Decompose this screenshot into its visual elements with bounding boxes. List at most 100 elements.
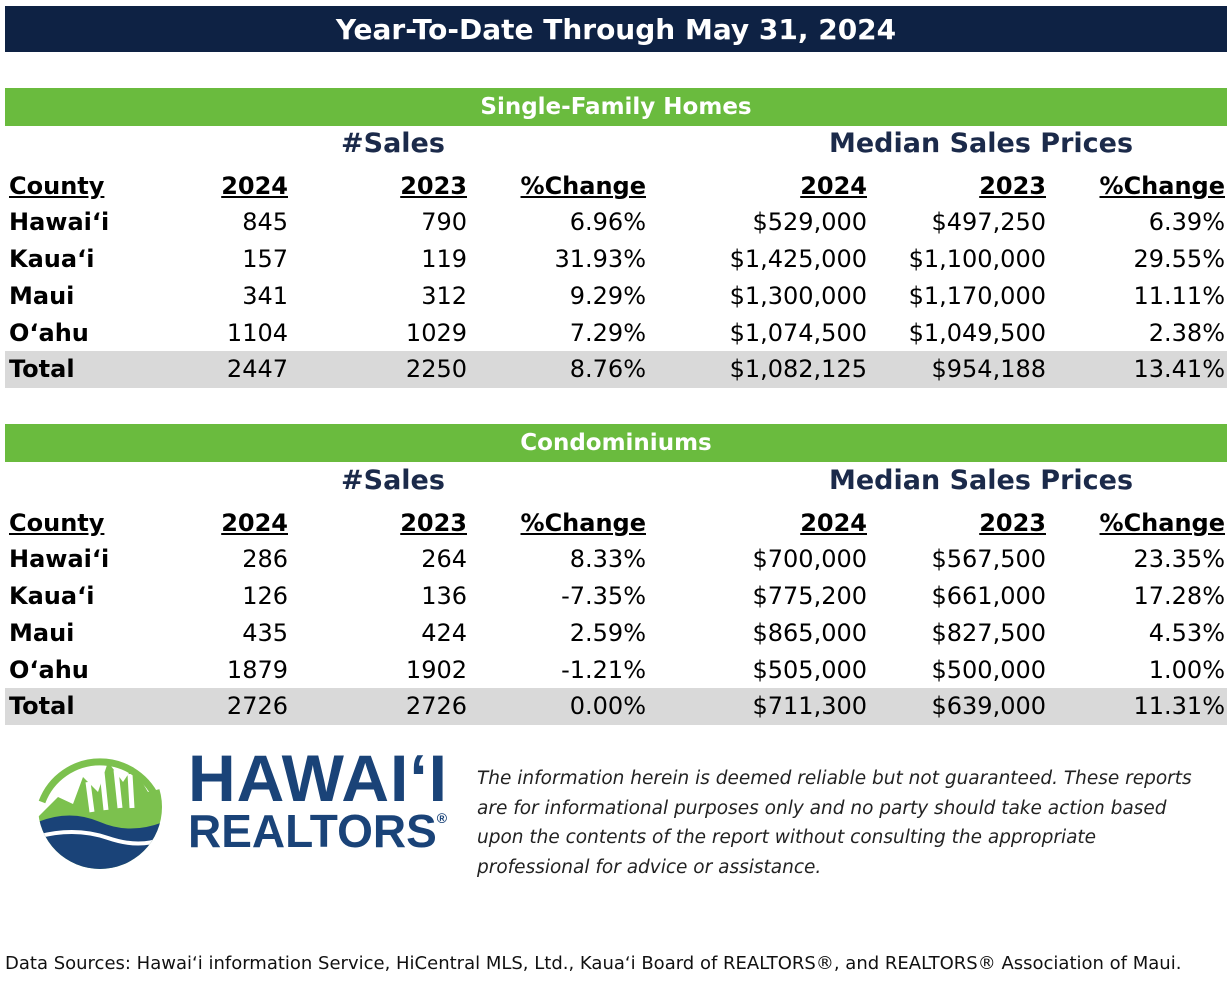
sales-2024-header: 2024	[221, 172, 288, 200]
price-2024: $505,000	[752, 656, 867, 684]
sales-2023: 1902	[405, 656, 467, 684]
sales-change: 8.76%	[569, 355, 646, 383]
sales-change: 7.29%	[569, 319, 646, 347]
price-2023-header: 2023	[979, 509, 1046, 537]
county-name: Kauaʻi	[9, 245, 95, 273]
price-2024: $529,000	[752, 208, 867, 236]
data-sources-note: Data Sources: Hawaiʻi information Servic…	[5, 953, 1182, 974]
sales-change-header: %Change	[520, 509, 646, 537]
price-change: 1.00%	[1148, 656, 1225, 684]
price-change: 11.31%	[1133, 692, 1225, 720]
table-row: Kauaʻi 157 119 31.93% $1,425,000 $1,100,…	[5, 241, 1227, 278]
price-change-header: %Change	[1099, 172, 1225, 200]
price-2023: $639,000	[931, 692, 1046, 720]
sales-2024: 2726	[226, 692, 288, 720]
sales-change: 0.00%	[569, 692, 646, 720]
price-2023: $567,500	[931, 545, 1046, 573]
price-change: 2.38%	[1148, 319, 1225, 347]
price-2023: $661,000	[931, 582, 1046, 610]
sales-2024: 286	[242, 545, 288, 573]
table-row: Kauaʻi 126 136 -7.35% $775,200 $661,000 …	[5, 578, 1227, 615]
sales-change: 6.96%	[569, 208, 646, 236]
sales-2024: 1879	[226, 656, 288, 684]
table-row: Maui 341 312 9.29% $1,300,000 $1,170,000…	[5, 278, 1227, 315]
logo-realtors-text: REALTORS®	[188, 804, 447, 858]
sales-2023: 136	[421, 582, 467, 610]
price-2024-header: 2024	[800, 509, 867, 537]
sales-2023: 424	[421, 619, 467, 647]
price-2023: $1,100,000	[908, 245, 1046, 273]
price-2023: $1,049,500	[908, 319, 1046, 347]
hawaii-realtors-logo: HAWAIʻI REALTORS®	[28, 741, 449, 872]
price-change: 11.11%	[1133, 282, 1225, 310]
logo-realtors-word: REALTORS	[188, 805, 437, 857]
sales-2024: 126	[242, 582, 288, 610]
price-2024: $1,082,125	[729, 355, 867, 383]
price-2023: $1,170,000	[908, 282, 1046, 310]
sales-2023: 312	[421, 282, 467, 310]
condo-prices-group-head: Median Sales Prices	[829, 465, 1134, 496]
price-2024: $865,000	[752, 619, 867, 647]
price-2024: $700,000	[752, 545, 867, 573]
price-2024: $775,200	[752, 582, 867, 610]
total-label: Total	[9, 355, 75, 383]
sales-2024: 157	[242, 245, 288, 273]
table-row: Hawaiʻi 286 264 8.33% $700,000 $567,500 …	[5, 541, 1227, 578]
condo-sales-group-head: #Sales	[341, 465, 445, 496]
table-row: Oʻahu 1879 1902 -1.21% $505,000 $500,000…	[5, 652, 1227, 689]
price-2024-header: 2024	[800, 172, 867, 200]
sales-change: 8.33%	[569, 545, 646, 573]
single-family-section-header: Single-Family Homes	[5, 88, 1227, 126]
sales-change: 2.59%	[569, 619, 646, 647]
price-change: 29.55%	[1133, 245, 1225, 273]
price-change-header: %Change	[1099, 509, 1225, 537]
price-change: 17.28%	[1133, 582, 1225, 610]
price-2023: $500,000	[931, 656, 1046, 684]
price-change: 23.35%	[1133, 545, 1225, 573]
disclaimer-text: The information herein is deemed reliabl…	[477, 768, 1192, 878]
sales-2024: 2447	[226, 355, 288, 383]
price-change: 6.39%	[1148, 208, 1225, 236]
price-2023-header: 2023	[979, 172, 1046, 200]
sales-change: 9.29%	[569, 282, 646, 310]
price-2023: $497,250	[931, 208, 1046, 236]
sales-2023: 264	[421, 545, 467, 573]
condo-column-header-row: County 2024 2023 %Change 2024 2023 %Chan…	[5, 505, 1227, 542]
total-row: Total 2726 2726 0.00% $711,300 $639,000 …	[5, 688, 1227, 725]
price-change: 4.53%	[1148, 619, 1225, 647]
sales-change-header: %Change	[520, 172, 646, 200]
sf-prices-group-head: Median Sales Prices	[829, 128, 1134, 159]
logo-mountain-wave-icon	[38, 745, 162, 869]
table-row: Hawaiʻi 845 790 6.96% $529,000 $497,250 …	[5, 204, 1227, 241]
sales-2024: 435	[242, 619, 288, 647]
sf-sales-group-head: #Sales	[341, 128, 445, 159]
sales-change: -7.35%	[561, 582, 646, 610]
sf-column-header-row: County 2024 2023 %Change 2024 2023 %Chan…	[5, 168, 1227, 205]
sales-2024: 845	[242, 208, 288, 236]
sales-2023: 2726	[405, 692, 467, 720]
county-column-header: County	[9, 509, 105, 537]
county-name: Oʻahu	[9, 319, 89, 347]
county-name: Hawaiʻi	[9, 208, 110, 236]
total-label: Total	[9, 692, 75, 720]
price-2024: $1,074,500	[729, 319, 867, 347]
sales-change: -1.21%	[561, 656, 646, 684]
price-2023: $827,500	[931, 619, 1046, 647]
price-2023: $954,188	[931, 355, 1046, 383]
logo-hawaii-text: HAWAIʻI	[188, 741, 449, 815]
total-row: Total 2447 2250 8.76% $1,082,125 $954,18…	[5, 351, 1227, 388]
county-name: Kauaʻi	[9, 582, 95, 610]
county-name: Hawaiʻi	[9, 545, 110, 573]
sales-2024-header: 2024	[221, 509, 288, 537]
sales-2023-header: 2023	[400, 509, 467, 537]
table-row: Oʻahu 1104 1029 7.29% $1,074,500 $1,049,…	[5, 315, 1227, 352]
county-column-header: County	[9, 172, 105, 200]
price-change: 13.41%	[1133, 355, 1225, 383]
county-name: Maui	[9, 619, 75, 647]
price-2024: $1,425,000	[729, 245, 867, 273]
sales-2023: 2250	[405, 355, 467, 383]
sales-2023: 1029	[405, 319, 467, 347]
sales-2023-header: 2023	[400, 172, 467, 200]
sales-change: 31.93%	[554, 245, 646, 273]
condominiums-section-header: Condominiums	[5, 424, 1227, 462]
